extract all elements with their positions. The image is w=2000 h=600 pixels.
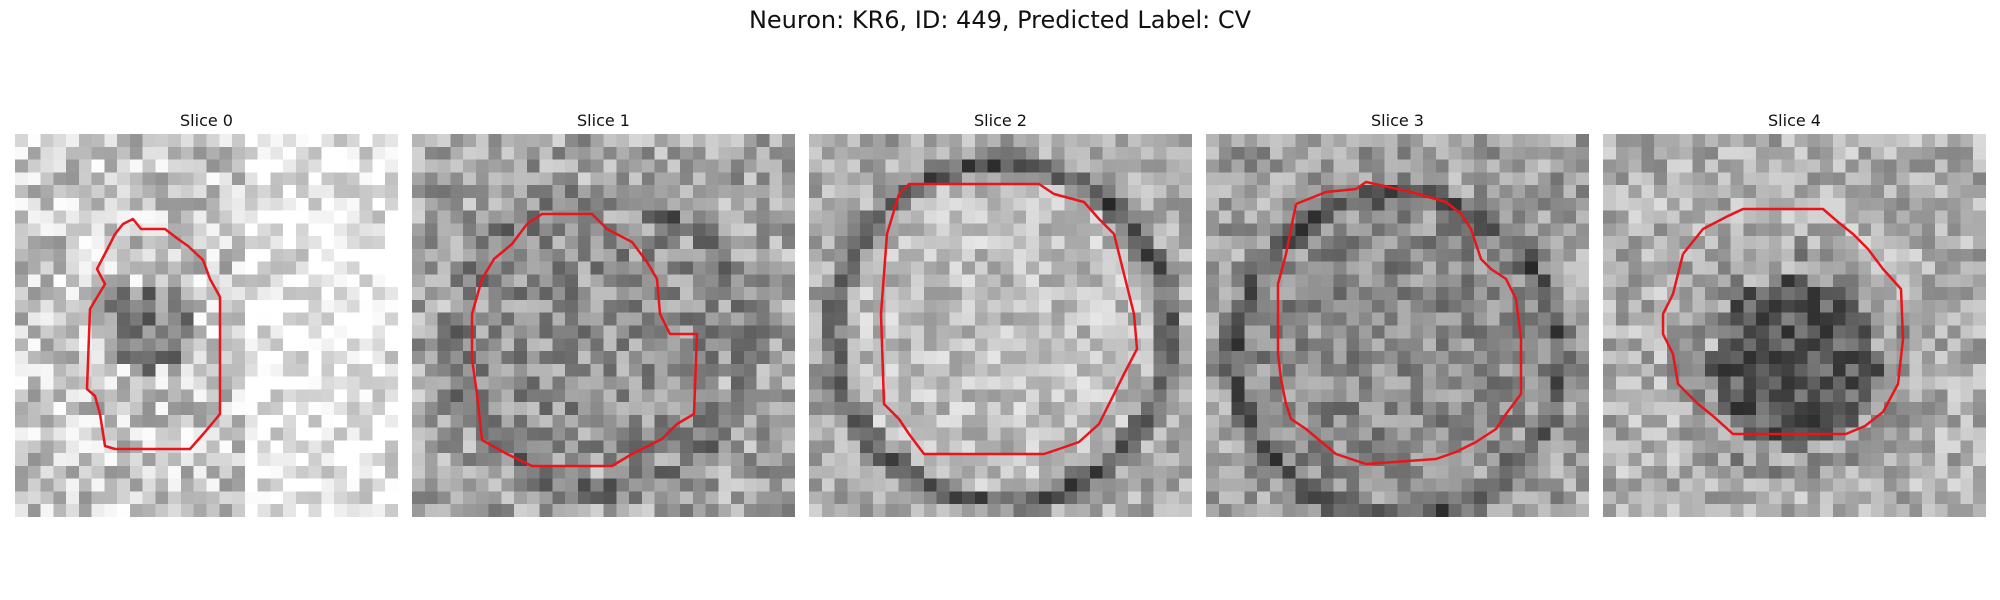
contour-line — [470, 212, 699, 468]
slice-title: Slice 4 — [1768, 111, 1821, 130]
slice-contour — [85, 217, 222, 451]
contour-line — [1276, 180, 1523, 466]
slice-contour — [879, 182, 1139, 456]
slice-image — [1603, 134, 1986, 517]
slice-image — [15, 134, 398, 517]
slice-panel-0: Slice 0 — [15, 108, 398, 517]
slice-title: Slice 3 — [1371, 111, 1424, 130]
slice-panel-1: Slice 1 — [412, 108, 795, 517]
slice-panel-3: Slice 3 — [1206, 108, 1589, 517]
slice-panel-2: Slice 2 — [809, 108, 1192, 517]
contour-line — [1661, 207, 1905, 436]
slice-contour — [1276, 180, 1523, 466]
slice-panel-4: Slice 4 — [1603, 108, 1986, 517]
slice-title: Slice 0 — [180, 111, 233, 130]
figure-title: Neuron: KR6, ID: 449, Predicted Label: C… — [748, 6, 1252, 34]
contour-line — [879, 182, 1139, 456]
slice-image — [1206, 134, 1589, 517]
slice-title: Slice 1 — [577, 111, 630, 130]
slice-contour — [1661, 207, 1905, 436]
contour-line — [85, 217, 222, 451]
slice-contour — [470, 212, 699, 468]
slice-title: Slice 2 — [974, 111, 1027, 130]
slice-image — [412, 134, 795, 517]
